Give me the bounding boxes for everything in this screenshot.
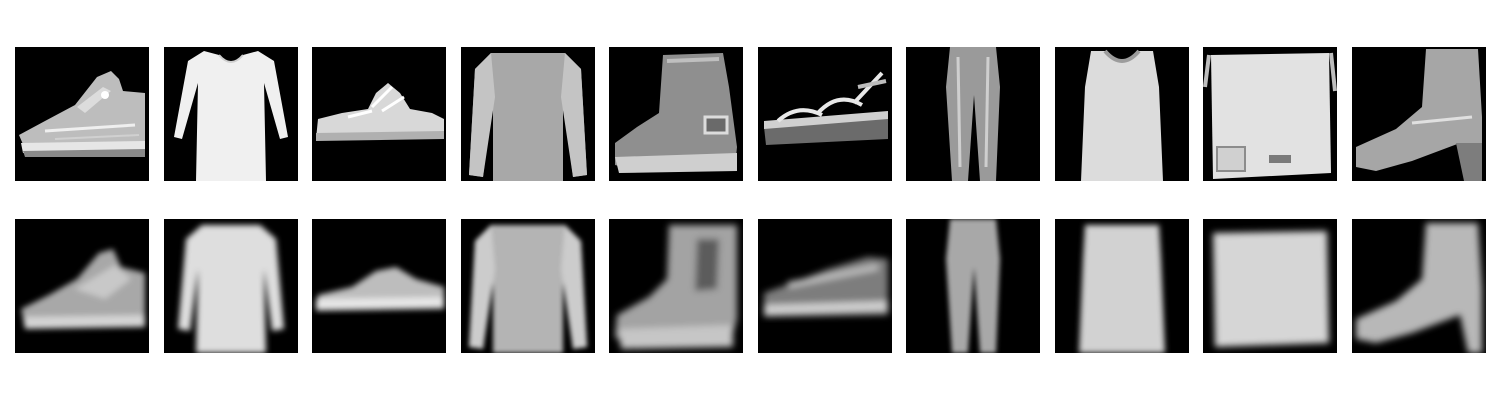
pullover-image	[461, 47, 595, 181]
original-tile-1	[15, 47, 149, 181]
bag-image	[1203, 47, 1337, 181]
dress-reconstruction-image	[164, 219, 298, 353]
reconstruction-tile-8	[1055, 219, 1189, 353]
reconstruction-tile-9	[1203, 219, 1337, 353]
reconstruction-tile-1	[15, 219, 149, 353]
dress-image	[164, 47, 298, 181]
sneaker-reconstruction-image	[15, 219, 149, 353]
original-tile-2	[164, 47, 298, 181]
trouser-reconstruction-image	[906, 219, 1040, 353]
pullover-reconstruction-image	[461, 219, 595, 353]
original-tile-6	[758, 47, 892, 181]
ankle-boot-image	[1352, 47, 1486, 181]
reconstruction-tile-3	[312, 219, 446, 353]
original-tile-4	[461, 47, 595, 181]
shirt-image	[1055, 47, 1189, 181]
ankle-boot-reconstruction-image	[1352, 219, 1486, 353]
original-tile-3	[312, 47, 446, 181]
bag-reconstruction-image	[1203, 219, 1337, 353]
original-tile-9	[1203, 47, 1337, 181]
original-tile-10	[1352, 47, 1486, 181]
reconstruction-tile-2	[164, 219, 298, 353]
ankle-boot-reconstruction-image	[609, 219, 743, 353]
sandal-image	[312, 47, 446, 181]
original-tile-7	[906, 47, 1040, 181]
trouser-image	[906, 47, 1040, 181]
sandal-reconstruction-image	[312, 219, 446, 353]
reconstruction-tile-6	[758, 219, 892, 353]
sandal-reconstruction-image	[758, 219, 892, 353]
reconstruction-tile-7	[906, 219, 1040, 353]
original-tile-5	[609, 47, 743, 181]
reconstruction-tile-4	[461, 219, 595, 353]
shirt-reconstruction-image	[1055, 219, 1189, 353]
reconstruction-tile-5	[609, 219, 743, 353]
sandal-image	[758, 47, 892, 181]
original-tile-8	[1055, 47, 1189, 181]
ankle-boot-image	[609, 47, 743, 181]
reconstruction-tile-10	[1352, 219, 1486, 353]
sneaker-image	[15, 47, 149, 181]
